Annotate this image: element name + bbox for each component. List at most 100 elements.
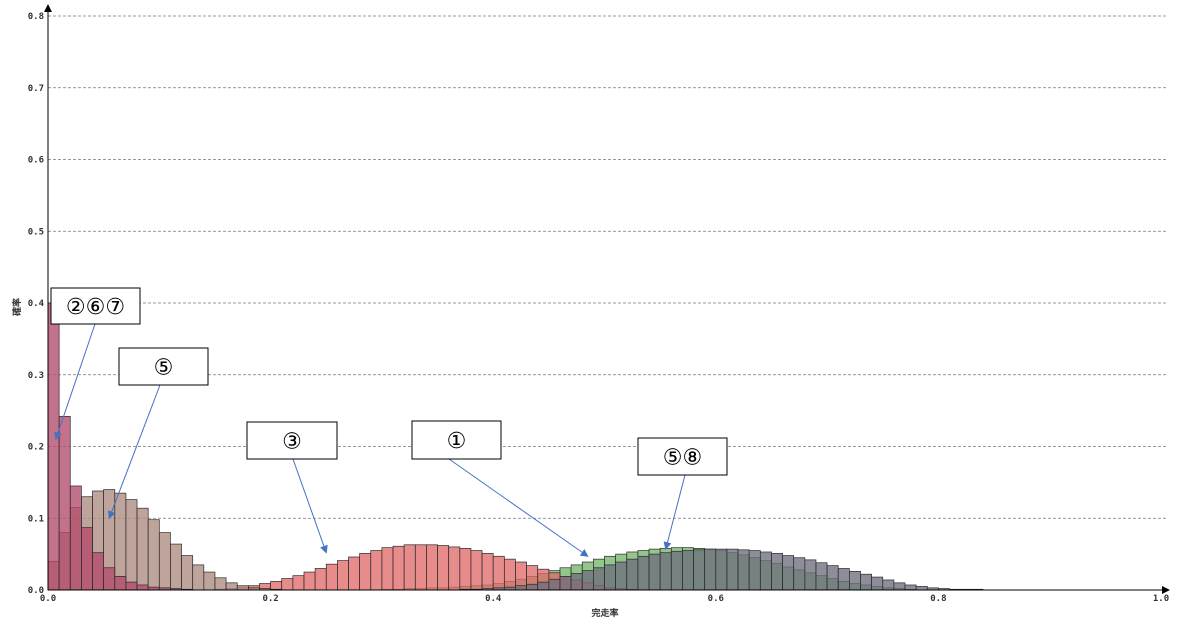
bar-series_58-7 [537,581,550,591]
y-tick-label-6: 0.6 [28,156,44,166]
bar-series_3-17 [403,544,416,591]
y-tick-label-4: 0.4 [28,299,45,309]
bar-series_58-20 [682,550,694,591]
grid-lines [48,15,1166,519]
histogram-series [47,302,984,591]
bar-series_58-40 [904,584,917,591]
x-tick-label-0: 0.0 [40,594,56,604]
bar-series_3-7 [292,575,305,591]
bar-series_3-5 [270,581,283,591]
bar-series_3-19 [426,544,438,591]
y-tick-label-3: 0.3 [28,371,44,381]
bar-series_58-10 [570,573,583,591]
bar-series_58-22 [704,548,717,591]
bar-series_58-16 [637,555,650,591]
bar-series_3-9 [314,568,327,591]
bar-series_267-1 [58,416,71,591]
callout-1: ⑤ [107,347,209,520]
y-tick-label-2: 0.2 [28,443,44,453]
callout-label-4: ⑤⑧ [663,446,702,471]
axes [44,4,1170,594]
bar-series_58-23 [715,548,728,591]
bar-series_267-4 [92,552,104,591]
bar-series_5-13 [192,564,205,591]
x-axis-title: 完走率 [591,607,618,619]
bar-series_58-21 [693,549,706,591]
callout-label-3: ① [447,429,467,454]
callout-label-2: ③ [282,430,302,455]
callout-arrow-0 [54,323,96,441]
callout-annotations: ②⑥⑦ ⑤ ③ ① ⑤⑧ [50,287,728,557]
bar-series_5-7 [125,499,138,591]
bar-series_58-38 [882,579,895,591]
x-tick-label-2: 0.4 [485,594,502,604]
bar-series_58-9 [559,576,572,591]
bar-series_267-6 [114,576,127,591]
bar-series_5-12 [181,555,194,591]
callout-label-0: ②⑥⑦ [66,295,125,320]
x-tick-label-5: 1.0 [1153,594,1169,604]
x-tick-label-1: 0.2 [262,594,278,604]
bar-series_267-7 [125,581,138,591]
bar-series_3-21 [448,546,461,591]
y-axis-arrowhead [44,4,52,12]
bar-series_58-11 [581,570,594,591]
bar-series_58-15 [626,558,639,591]
bar-series_58-34 [837,568,850,591]
bar-series_58-14 [615,561,628,591]
bar-series_58-35 [849,570,861,591]
x-tick-label-4: 0.8 [930,594,946,604]
bar-series_58-27 [759,551,772,591]
x-tick-label-3: 0.6 [708,594,724,604]
bar-series_3-15 [381,547,394,591]
callout-0: ②⑥⑦ [50,287,141,441]
bar-series_3-16 [392,545,405,591]
bar-series_3-10 [325,563,338,591]
y-tick-label-8: 0.8 [28,12,44,22]
series-series_267 [47,302,194,591]
callout-arrow-3 [448,458,589,557]
bar-series_3-20 [437,545,450,591]
callout-box-0 [50,287,141,325]
bar-series_3-23 [470,550,483,591]
callout-arrow-2 [292,458,328,554]
bar-series_58-39 [893,582,906,591]
callout-2: ③ [246,421,338,554]
bar-series_3-14 [370,550,383,591]
bar-series_5-15 [214,577,227,591]
callout-box-3 [411,420,502,460]
bar-series_58-29 [782,555,795,591]
callout-arrow-4 [663,474,686,551]
bar-series_5-17 [236,585,249,591]
bar-series_58-31 [804,559,817,591]
bar-series_3-11 [337,560,349,591]
bar-series_3-26 [503,558,516,591]
y-tick-label-0: 0.0 [28,586,44,596]
series-series_58 [459,548,984,591]
callout-3: ① [411,420,589,557]
bar-series_5-6 [114,492,127,591]
bar-series_5-8 [136,507,149,591]
callout-box-2 [246,421,338,460]
bar-series_58-25 [737,549,750,591]
bar-series_3-25 [492,555,505,591]
bar-series_58-6 [526,583,539,591]
y-tick-label-7: 0.7 [28,84,44,94]
bar-series_58-19 [670,550,683,591]
bar-series_3-18 [414,544,427,591]
bar-series_3-12 [348,556,360,591]
bar-series_58-32 [815,562,828,591]
y-tick-label-1: 0.1 [28,514,44,524]
bar-series_58-30 [793,557,806,591]
bar-series_267-2 [69,485,82,591]
callout-label-1: ⑤ [154,356,174,381]
callout-arrow-1 [107,384,161,520]
bar-series_58-8 [548,578,561,591]
bar-series_3-13 [359,553,372,591]
bar-series_58-13 [604,564,616,591]
bar-series_5-14 [203,571,216,591]
bar-series_58-5 [515,585,527,591]
callout-box-4 [637,437,728,476]
bar-series_3-8 [303,571,316,591]
